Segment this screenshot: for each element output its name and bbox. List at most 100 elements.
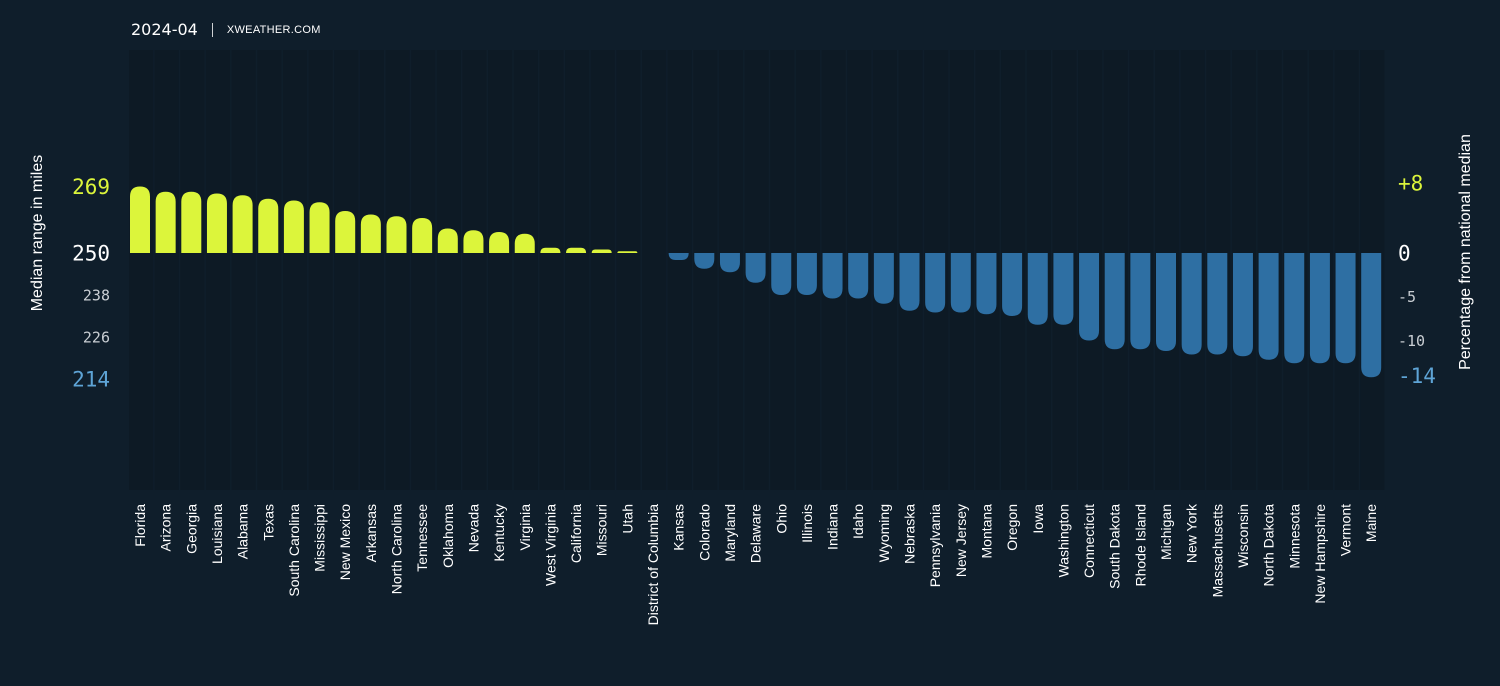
right-tick-label: -5 (1398, 288, 1416, 306)
bar-pennsylvania (925, 253, 946, 313)
category-label: Nevada (465, 504, 481, 552)
category-label: Indiana (825, 504, 841, 550)
category-label: Vermont (1338, 504, 1354, 556)
category-label: Wyoming (876, 504, 892, 562)
bar-new-york (1181, 253, 1202, 355)
column-band (180, 50, 205, 490)
category-label: Pennsylvania (927, 504, 943, 587)
right-tick-label: -10 (1398, 332, 1425, 350)
category-label: Arizona (158, 504, 174, 552)
column-band (282, 50, 308, 490)
column-band (436, 50, 461, 490)
bar-vermont (1335, 253, 1356, 364)
bar-michigan (1156, 253, 1176, 351)
column-band (462, 50, 487, 490)
category-label: North Dakota (1261, 504, 1277, 587)
category-label: New Hampshire (1312, 504, 1328, 604)
bars (130, 186, 1382, 378)
category-label: Oregon (1004, 504, 1020, 551)
right-axis-ticks: +8 0 -5 -10 -14 (1398, 171, 1436, 388)
column-band (513, 50, 538, 490)
column-band (693, 50, 718, 490)
category-label: North Carolina (389, 504, 405, 594)
category-label: Kansas (671, 504, 687, 551)
bar-ohio (771, 253, 792, 295)
category-label: Iowa (1030, 504, 1046, 534)
bar-massachusetts (1207, 253, 1228, 355)
bar-new-mexico (335, 211, 356, 253)
source-label: XWEATHER.COM (226, 23, 321, 36)
category-label: Idaho (850, 504, 866, 539)
category-label: Kentucky (491, 504, 507, 562)
bar-tennessee (412, 218, 433, 253)
bar-washington (1053, 253, 1074, 325)
bar-florida (130, 186, 150, 253)
category-label: Colorado (696, 504, 712, 561)
category-label: Maryland (722, 504, 738, 562)
bar-kentucky (489, 232, 510, 253)
bar-oklahoma (437, 228, 458, 253)
bar-north-carolina (386, 216, 407, 253)
category-label: Arkansas (363, 504, 379, 562)
bar-west-virginia (540, 247, 561, 253)
bar-maryland (719, 253, 740, 273)
column-band (257, 50, 282, 490)
category-label: New York (1184, 503, 1200, 563)
column-band (205, 50, 231, 490)
category-label: Montana (978, 504, 994, 559)
category-label: Florida (132, 504, 148, 547)
category-label: Georgia (183, 504, 199, 554)
right-tick-label: 0 (1398, 241, 1411, 265)
left-axis-title: Median range in miles (29, 155, 46, 312)
date-label: 2024-04 (131, 20, 198, 39)
bar-nevada (463, 230, 484, 253)
bar-new-hampshire (1309, 253, 1330, 364)
category-label: Rhode Island (1132, 504, 1148, 587)
column-band (590, 50, 615, 490)
category-label: South Dakota (1107, 504, 1123, 589)
category-label: Louisiana (209, 504, 225, 564)
bar-iowa (1027, 253, 1048, 325)
bar-oregon (1002, 253, 1023, 316)
bar-missouri (591, 249, 612, 253)
column-band (616, 50, 641, 490)
chart-header: 2024-04 XWEATHER.COM (131, 20, 321, 39)
bar-indiana (822, 253, 843, 299)
bar-utah (617, 251, 638, 253)
category-label: Missouri (594, 504, 610, 556)
category-label: Michigan (1158, 504, 1174, 560)
category-label: Massachusetts (1209, 504, 1225, 597)
column-band (359, 50, 384, 490)
bar-wyoming (873, 253, 894, 304)
category-label: Ohio (773, 504, 789, 534)
bar-georgia (181, 191, 202, 253)
right-tick-label: +8 (1398, 171, 1423, 195)
bar-colorado (694, 253, 715, 269)
bar-montana (976, 253, 997, 315)
category-label: Minnesota (1286, 504, 1302, 569)
bar-north-dakota (1258, 253, 1279, 360)
category-label: New Mexico (337, 504, 353, 580)
bar-arizona (155, 191, 176, 253)
column-band (488, 50, 513, 490)
column-band (642, 50, 667, 490)
bar-texas (258, 198, 279, 253)
category-label: Utah (619, 504, 635, 534)
bar-virginia (514, 233, 535, 253)
bar-new-jersey (950, 253, 971, 313)
category-label: New Jersey (953, 504, 969, 577)
category-label: Nebraska (902, 504, 918, 564)
bar-south-dakota (1104, 253, 1125, 350)
bar-nebraska (899, 253, 920, 311)
bar-connecticut (1079, 253, 1100, 341)
column-band (154, 50, 179, 490)
left-axis-ticks: 269 250 238 226 214 (72, 175, 110, 392)
right-axis-title: Percentage from national median (1457, 134, 1474, 370)
bar-louisiana (206, 193, 227, 253)
left-tick-label: 238 (83, 286, 110, 304)
bar-delaware (745, 253, 766, 283)
category-label: California (568, 504, 584, 563)
category-label: Wisconsin (1235, 504, 1251, 568)
left-tick-label: 269 (72, 175, 110, 199)
